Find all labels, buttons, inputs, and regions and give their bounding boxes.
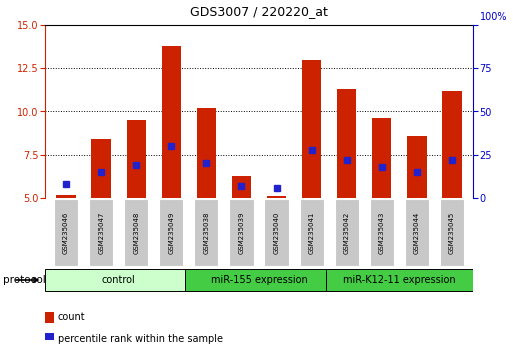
Text: GSM235048: GSM235048 [133,211,139,254]
FancyBboxPatch shape [440,199,464,266]
Bar [127,120,146,198]
Text: miR-K12-11 expression: miR-K12-11 expression [343,275,456,285]
Bar [45,333,54,345]
FancyBboxPatch shape [185,269,332,291]
Text: percentile rank within the sample: percentile rank within the sample [58,334,223,344]
Text: protocol: protocol [3,275,45,285]
Text: count: count [58,313,85,322]
Text: GSM235047: GSM235047 [98,211,104,254]
Text: GDS3007 / 220220_at: GDS3007 / 220220_at [190,5,328,18]
FancyBboxPatch shape [229,199,253,266]
FancyBboxPatch shape [326,269,473,291]
Text: GSM235044: GSM235044 [414,211,420,253]
Text: GSM235045: GSM235045 [449,211,455,253]
Text: GSM235039: GSM235039 [239,211,245,254]
Bar [196,108,216,198]
Bar [337,89,357,198]
FancyBboxPatch shape [124,199,148,266]
FancyBboxPatch shape [405,199,429,266]
Bar [91,139,111,198]
Text: GSM235038: GSM235038 [203,211,209,254]
Bar [407,136,426,198]
FancyBboxPatch shape [300,199,324,266]
Bar [372,119,391,198]
Text: GSM235049: GSM235049 [168,211,174,254]
FancyBboxPatch shape [370,199,394,266]
Text: GSM235042: GSM235042 [344,211,350,253]
Bar [267,196,286,198]
Text: control: control [102,275,135,285]
FancyBboxPatch shape [45,269,192,291]
Text: 100%: 100% [480,12,507,22]
Bar [45,312,54,323]
Bar [56,195,76,198]
FancyBboxPatch shape [194,199,219,266]
Bar [232,176,251,198]
FancyBboxPatch shape [264,199,289,266]
FancyBboxPatch shape [334,199,359,266]
Text: GSM235046: GSM235046 [63,211,69,254]
Bar [302,59,321,198]
Bar [162,46,181,198]
Text: GSM235040: GSM235040 [273,211,280,254]
Bar [442,91,462,198]
Text: GSM235041: GSM235041 [309,211,314,254]
Text: GSM235043: GSM235043 [379,211,385,254]
FancyBboxPatch shape [159,199,184,266]
FancyBboxPatch shape [54,199,78,266]
Text: miR-155 expression: miR-155 expression [211,275,307,285]
FancyBboxPatch shape [89,199,113,266]
